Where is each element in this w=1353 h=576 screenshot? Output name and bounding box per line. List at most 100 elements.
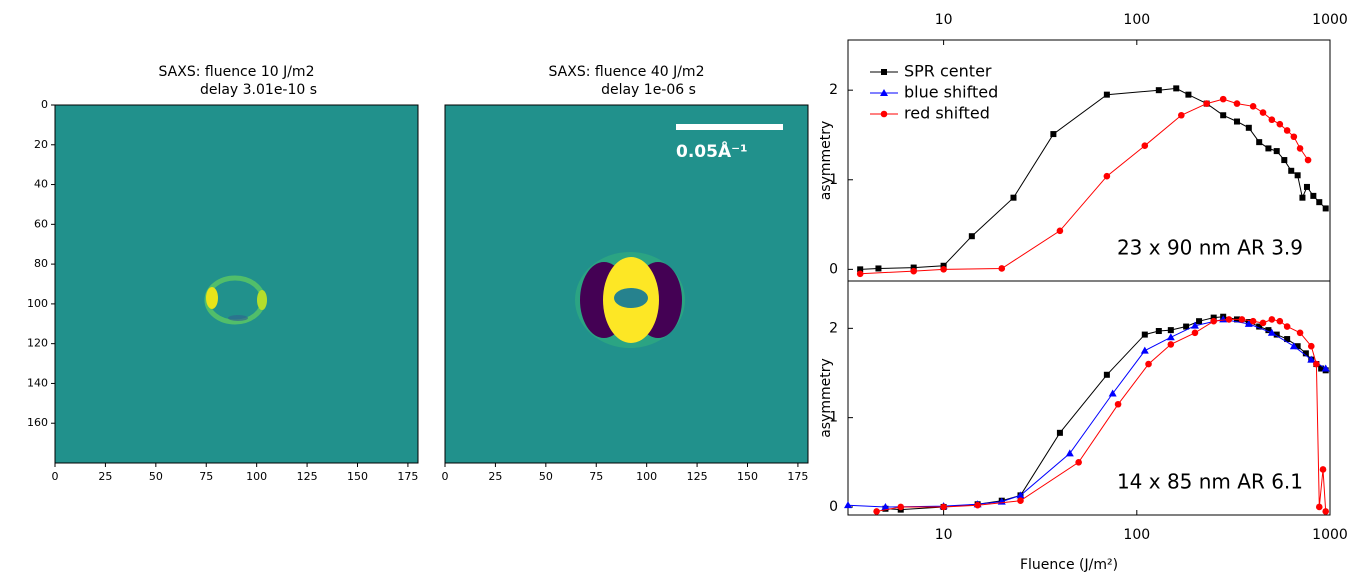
y-tick-label: 160 <box>27 416 48 429</box>
marker <box>1249 317 1257 325</box>
y-tick-label: 1 <box>829 172 838 188</box>
marker <box>1238 316 1246 323</box>
y-tick-label: 120 <box>27 337 48 350</box>
marker <box>1185 91 1192 98</box>
marker <box>875 265 882 272</box>
marker <box>940 266 947 273</box>
x-tick-label: 175 <box>397 470 418 483</box>
marker <box>940 262 947 269</box>
marker <box>1145 360 1152 368</box>
marker <box>1303 183 1310 190</box>
y-tick-label: 40 <box>34 178 48 191</box>
marker <box>1267 328 1276 336</box>
marker <box>1225 316 1233 323</box>
marker <box>1233 100 1241 107</box>
scale-bar-label: 0.05Å⁻¹ <box>676 139 748 162</box>
marker <box>1321 364 1330 372</box>
marker <box>1141 331 1148 338</box>
chart-subtitle: delay 1e-06 s <box>601 82 696 98</box>
x-tick-label: 150 <box>347 470 368 483</box>
series-line <box>860 87 1327 270</box>
marker <box>1288 167 1295 174</box>
y-tick-label: 0 <box>829 499 838 515</box>
x-tick-label: 125 <box>297 470 318 483</box>
y-tick-label: 2 <box>829 82 838 98</box>
y-tick-label: 1 <box>829 410 838 426</box>
x-tick-label: 50 <box>149 470 163 483</box>
marker <box>1273 148 1280 155</box>
marker <box>857 266 864 273</box>
marker <box>1155 87 1162 94</box>
axes-frame <box>444 104 809 464</box>
marker <box>1183 323 1190 330</box>
y-tick-label: 140 <box>27 376 48 389</box>
marker <box>1173 85 1180 92</box>
marker <box>1103 371 1110 378</box>
marker <box>1281 157 1288 164</box>
marker <box>1259 109 1267 116</box>
y-axis-label: asymmetry <box>818 358 834 438</box>
chart-title: SAXS: fluence 10 J/m2 <box>159 64 315 80</box>
marker <box>1244 319 1253 327</box>
marker <box>940 503 947 511</box>
marker <box>1167 341 1175 348</box>
marker <box>1065 449 1074 457</box>
marker <box>968 233 975 240</box>
x-tick-label: 10 <box>935 527 953 543</box>
x-tick-label: 125 <box>687 470 708 483</box>
x-axis-label: Fluence (J/m²) <box>1020 557 1118 573</box>
marker <box>1319 466 1327 473</box>
marker <box>1016 491 1025 499</box>
detector-image <box>55 105 418 463</box>
legend-label: SPR center <box>904 62 992 81</box>
marker <box>910 264 917 271</box>
marker <box>1141 142 1149 150</box>
y-tick-label: 2 <box>829 320 838 336</box>
marker <box>1050 131 1057 138</box>
x-tick-label: 25 <box>98 470 112 483</box>
x-tick-label: 100 <box>1123 527 1150 543</box>
marker <box>844 501 852 509</box>
marker <box>1290 133 1298 141</box>
marker <box>1302 350 1309 357</box>
marker <box>974 501 981 509</box>
x-tick-label: 75 <box>199 470 213 483</box>
marker <box>910 267 917 275</box>
marker <box>1103 91 1110 98</box>
marker <box>1103 172 1111 180</box>
marker <box>873 508 880 515</box>
x-tick-label: 100 <box>1123 12 1150 28</box>
x-tick-label: 0 <box>52 470 59 483</box>
x-tick-label: 10 <box>935 12 953 28</box>
marker <box>1315 503 1323 511</box>
marker <box>1219 95 1227 103</box>
x-tick-label: 75 <box>589 470 603 483</box>
marker <box>1210 317 1217 325</box>
marker <box>1322 508 1329 515</box>
marker <box>1296 145 1304 152</box>
marker <box>1268 116 1276 124</box>
marker <box>1265 145 1272 152</box>
marker <box>1210 314 1217 321</box>
marker <box>856 270 864 278</box>
marker <box>1283 323 1291 330</box>
marker <box>1289 342 1298 350</box>
x-tick-label: 25 <box>488 470 502 483</box>
marker <box>1155 328 1162 335</box>
marker <box>1056 429 1063 436</box>
chart-title: SAXS: fluence 40 J/m2 <box>549 64 705 80</box>
marker <box>1294 343 1301 350</box>
scatter-pattern <box>204 275 267 325</box>
marker <box>1313 360 1320 368</box>
marker <box>1233 118 1240 125</box>
marker <box>1140 346 1149 354</box>
marker <box>1245 124 1252 131</box>
marker <box>1268 316 1276 323</box>
x-tick-label: 0 <box>442 470 449 483</box>
marker <box>881 69 887 75</box>
y-axis-label: asymmetry <box>818 121 834 201</box>
marker <box>1310 192 1317 199</box>
scatter-pattern <box>575 124 783 348</box>
marker <box>1220 112 1227 119</box>
